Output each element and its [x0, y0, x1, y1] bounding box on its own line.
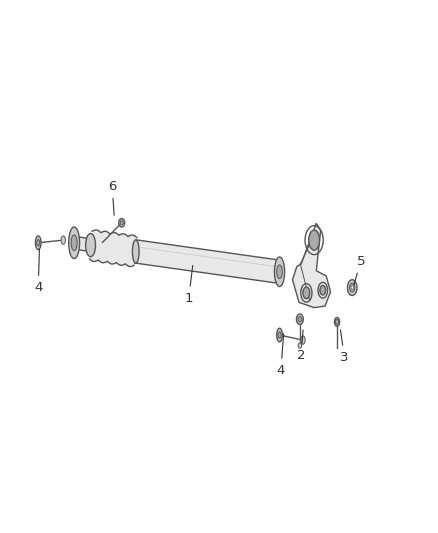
Polygon shape [89, 230, 137, 266]
Ellipse shape [297, 314, 304, 325]
Ellipse shape [86, 233, 95, 257]
Polygon shape [293, 223, 331, 308]
Ellipse shape [71, 235, 77, 251]
Ellipse shape [37, 240, 40, 246]
Ellipse shape [35, 236, 41, 249]
Text: 6: 6 [108, 180, 117, 215]
Ellipse shape [275, 257, 285, 287]
Text: 5: 5 [354, 255, 365, 285]
Ellipse shape [335, 317, 339, 326]
Polygon shape [134, 240, 281, 284]
Ellipse shape [61, 236, 65, 244]
Ellipse shape [303, 287, 310, 298]
Ellipse shape [309, 230, 320, 250]
Ellipse shape [351, 286, 353, 290]
Ellipse shape [301, 336, 305, 344]
Text: 2: 2 [297, 330, 305, 361]
Ellipse shape [320, 286, 325, 295]
Text: 3: 3 [340, 330, 349, 364]
Ellipse shape [276, 260, 283, 284]
Ellipse shape [278, 332, 281, 338]
Ellipse shape [132, 240, 139, 263]
Text: 4: 4 [34, 249, 42, 294]
Polygon shape [74, 237, 91, 252]
Ellipse shape [347, 280, 357, 295]
Text: 4: 4 [277, 334, 285, 377]
Ellipse shape [298, 343, 302, 348]
Ellipse shape [350, 283, 355, 292]
Ellipse shape [298, 317, 302, 322]
Ellipse shape [277, 265, 283, 279]
Ellipse shape [119, 219, 125, 227]
Ellipse shape [277, 328, 283, 342]
Text: 1: 1 [184, 265, 193, 305]
Ellipse shape [69, 227, 80, 259]
Ellipse shape [336, 319, 339, 325]
Ellipse shape [120, 221, 123, 225]
